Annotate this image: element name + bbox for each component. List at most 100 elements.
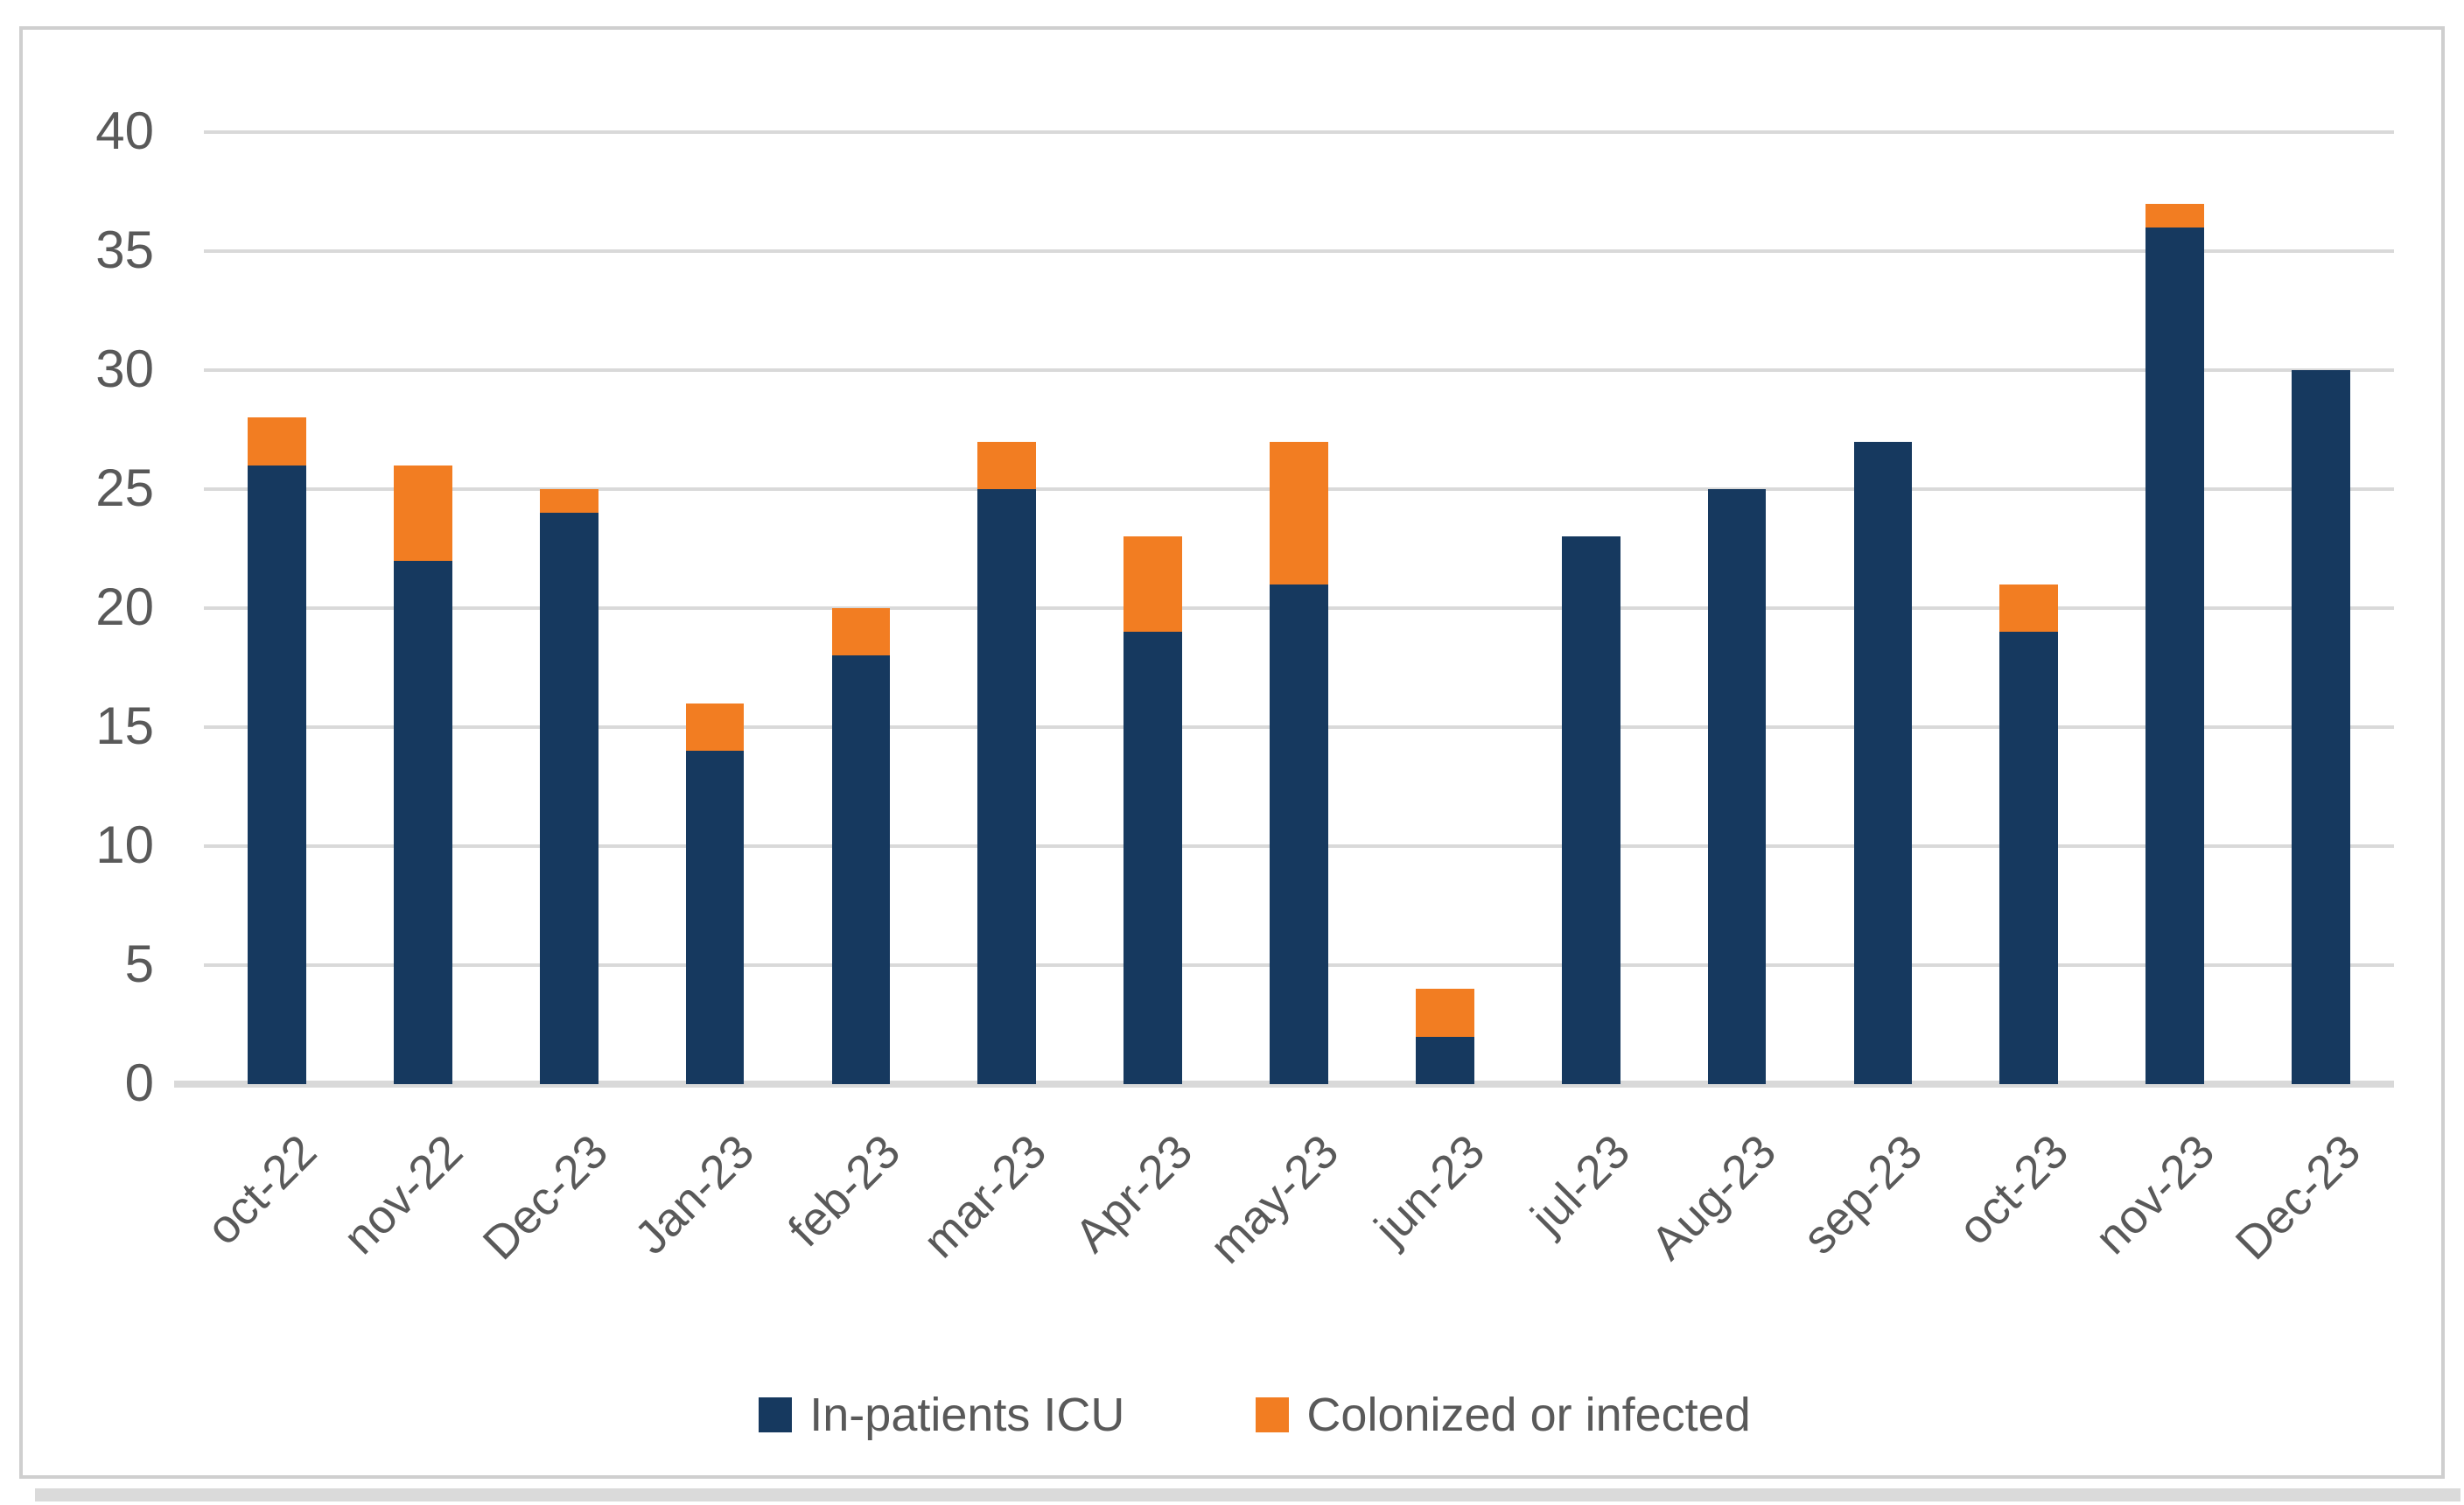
bar-segment-colonized-or-infected bbox=[1270, 441, 1328, 584]
chart-frame: 0 5 10 15 20 25 30 35 40 oct-22 nov-22 Dec-23 Jan-2… bbox=[19, 26, 2445, 1479]
stacked-bar bbox=[1415, 132, 1474, 1084]
stacked-bar bbox=[1999, 132, 2059, 1084]
stacked-bar bbox=[393, 132, 452, 1084]
x-tick-label: oct-22 bbox=[196, 1124, 326, 1256]
y-tick-label: 10 bbox=[95, 816, 154, 875]
gridline bbox=[204, 368, 2394, 372]
bar-group bbox=[2248, 132, 2394, 1084]
bar-segment-colonized-or-infected bbox=[539, 489, 598, 514]
gridline bbox=[204, 130, 2394, 134]
stacked-bar bbox=[2146, 132, 2204, 1084]
bar-group bbox=[496, 132, 642, 1084]
stacked-bar bbox=[1707, 132, 1767, 1084]
x-tick-cell: mar-23 bbox=[914, 1112, 1080, 1366]
x-tick-cell: jun-23 bbox=[1364, 1112, 1518, 1366]
x-tick-cell: Aug-23 bbox=[1642, 1112, 1810, 1366]
bar-group bbox=[1080, 132, 1226, 1084]
bar-group bbox=[1810, 132, 1956, 1084]
bar-group bbox=[1518, 132, 1664, 1084]
plot-area bbox=[174, 130, 2394, 1088]
x-tick-cell: Dec-23 bbox=[473, 1112, 642, 1366]
x-tick-cell: Dec-23 bbox=[2225, 1112, 2394, 1366]
bar-group bbox=[1372, 132, 1518, 1084]
x-tick-cell: jul-23 bbox=[1518, 1112, 1664, 1366]
bar-group bbox=[1226, 132, 1372, 1084]
y-tick-label: 15 bbox=[95, 696, 154, 756]
stacked-bar bbox=[1270, 132, 1328, 1084]
bar-group bbox=[1956, 132, 2102, 1084]
x-tick-label: feb-23 bbox=[778, 1124, 911, 1257]
bar-segment-in-patients-icu bbox=[393, 560, 452, 1084]
stacked-bar bbox=[685, 132, 745, 1084]
bar-group bbox=[204, 132, 350, 1084]
bar-segment-in-patients-icu bbox=[1999, 632, 2059, 1084]
bar-segment-colonized-or-infected bbox=[248, 417, 306, 466]
x-tick-label: mar-23 bbox=[913, 1124, 1057, 1269]
x-tick-cell: may-23 bbox=[1200, 1112, 1372, 1366]
bar-segment-in-patients-icu bbox=[1707, 489, 1767, 1084]
bar-segment-in-patients-icu bbox=[1124, 632, 1182, 1084]
stacked-bar bbox=[248, 132, 306, 1084]
x-tick-cell: sep-23 bbox=[1793, 1112, 1956, 1366]
bar-segment-colonized-or-infected bbox=[1124, 536, 1182, 633]
stacked-bar bbox=[1853, 132, 1913, 1084]
legend-item-in-patients-icu: In-patients ICU bbox=[759, 1388, 1124, 1442]
bar-segment-in-patients-icu bbox=[248, 465, 306, 1084]
x-tick-label: jul-23 bbox=[1521, 1124, 1641, 1244]
bar-segment-colonized-or-infected bbox=[685, 703, 745, 752]
x-tick-cell: oct-22 bbox=[196, 1112, 350, 1366]
bar-segment-in-patients-icu bbox=[977, 489, 1037, 1084]
legend-swatch-icon bbox=[759, 1397, 793, 1432]
legend-swatch-icon bbox=[1256, 1397, 1290, 1432]
legend-item-colonized-or-infected: Colonized or infected bbox=[1256, 1388, 1751, 1442]
x-axis-labels: oct-22 nov-22 Dec-23 Jan-23 feb-23 mar-23 Apr-… bbox=[196, 1112, 2394, 1366]
x-tick-label: jun-23 bbox=[1364, 1124, 1494, 1256]
bar-segment-in-patients-icu bbox=[2146, 227, 2204, 1084]
bar-segment-in-patients-icu bbox=[1561, 536, 1620, 1084]
gridline bbox=[204, 249, 2394, 253]
x-axis-line bbox=[174, 1081, 2394, 1088]
bar-segment-colonized-or-infected bbox=[2146, 203, 2204, 228]
stacked-bar bbox=[2292, 132, 2350, 1084]
bar-segment-colonized-or-infected bbox=[1415, 989, 1474, 1037]
stacked-bar bbox=[1561, 132, 1620, 1084]
stacked-bar bbox=[539, 132, 598, 1084]
x-tick-cell: nov-22 bbox=[333, 1112, 496, 1366]
stacked-bar bbox=[1124, 132, 1182, 1084]
x-tick-cell: feb-23 bbox=[779, 1112, 934, 1366]
bar-segment-colonized-or-infected bbox=[1999, 584, 2059, 633]
x-tick-label: Jan-23 bbox=[625, 1124, 765, 1264]
legend-label: Colonized or infected bbox=[1306, 1389, 1751, 1441]
bar-group bbox=[642, 132, 788, 1084]
bar-group bbox=[2102, 132, 2248, 1084]
bar-segment-in-patients-icu bbox=[1270, 584, 1328, 1084]
bar-group bbox=[1664, 132, 1810, 1084]
frame-shadow bbox=[35, 1488, 2460, 1502]
bar-segment-in-patients-icu bbox=[685, 751, 745, 1084]
y-tick-label: 25 bbox=[95, 458, 154, 518]
y-tick-label: 40 bbox=[95, 102, 154, 161]
x-tick-label: Apr-23 bbox=[1065, 1124, 1203, 1263]
bar-group bbox=[350, 132, 496, 1084]
bar-group bbox=[788, 132, 934, 1084]
bar-segment-colonized-or-infected bbox=[393, 465, 452, 561]
x-tick-cell: nov-23 bbox=[2085, 1112, 2248, 1366]
y-tick-label: 5 bbox=[124, 934, 154, 994]
x-tick-cell: Jan-23 bbox=[625, 1112, 788, 1366]
legend: In-patients ICU Colonized or infected bbox=[23, 1384, 2464, 1446]
x-tick-cell: oct-23 bbox=[1949, 1112, 2102, 1366]
y-tick-label: 20 bbox=[95, 578, 154, 637]
bar-segment-colonized-or-infected bbox=[977, 441, 1037, 489]
stacked-bar bbox=[831, 132, 891, 1084]
y-tick-label: 30 bbox=[95, 340, 154, 399]
y-tick-label: 35 bbox=[95, 220, 154, 280]
x-tick-label: oct-23 bbox=[1948, 1124, 2079, 1256]
y-axis-labels: 0 5 10 15 20 25 30 35 40 bbox=[23, 102, 204, 1112]
x-tick-label: nov-22 bbox=[332, 1124, 472, 1264]
x-tick-label: nov-23 bbox=[2084, 1124, 2225, 1264]
bar-segment-in-patients-icu bbox=[1415, 1036, 1474, 1084]
bar-segment-in-patients-icu bbox=[2292, 370, 2350, 1084]
bar-segment-in-patients-icu bbox=[1853, 441, 1913, 1084]
x-tick-label: sep-23 bbox=[1793, 1124, 1933, 1264]
